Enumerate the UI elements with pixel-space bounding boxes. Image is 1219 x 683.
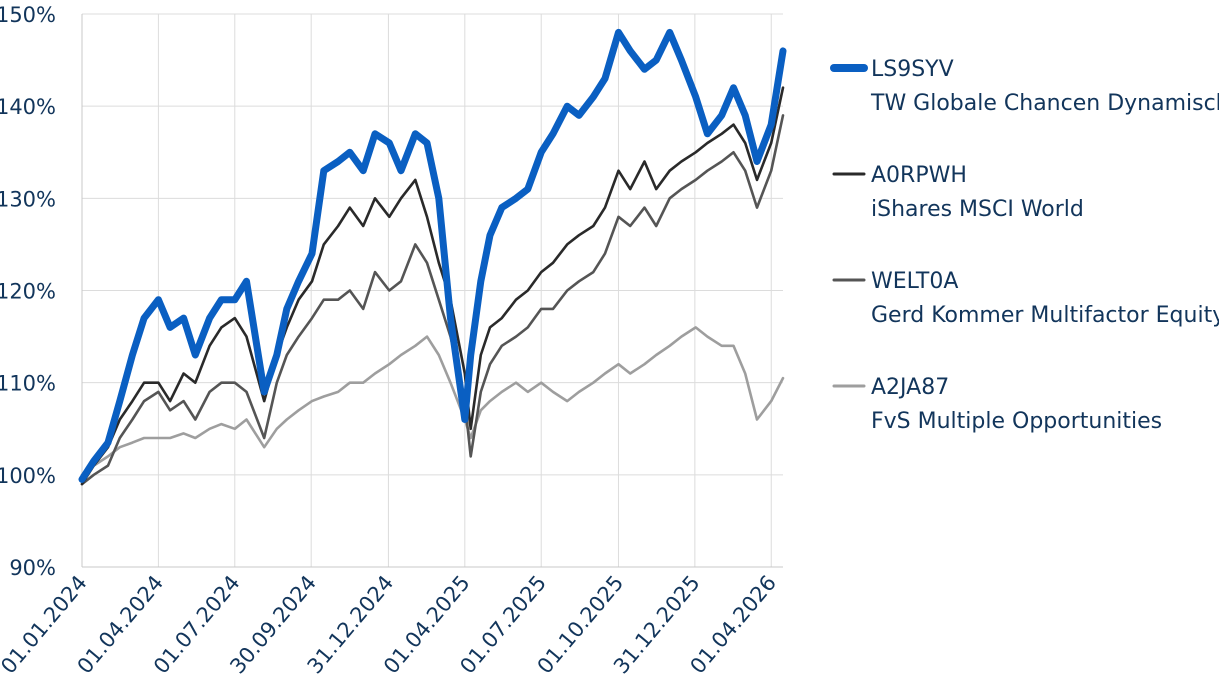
series-line-a0rpwh: [80, 86, 785, 486]
y-tick-label: 120%: [0, 280, 56, 304]
legend-code: A0RPWH: [871, 163, 967, 188]
series-lines: [78, 28, 787, 486]
legend-name: iShares MSCI World: [871, 197, 1084, 222]
series-line-ls9syv: [78, 28, 787, 483]
y-tick-label: 150%: [0, 3, 56, 27]
y-tick-labels: 90% 100% 110% 120% 130% 140% 150%: [0, 3, 56, 580]
y-tick-label: 100%: [0, 464, 56, 488]
series-line-a2ja87: [80, 326, 785, 477]
x-tick-labels: 01.01.202401.04.202401.07.202430.09.2024…: [0, 571, 781, 679]
legend: LS9SYV TW Globale Chancen Dynamisch A0RPWH…: [830, 57, 1219, 434]
y-tick-label: 110%: [0, 372, 56, 396]
legend-name: FvS Multiple Opportunities: [871, 409, 1162, 434]
legend-name: Gerd Kommer Multifactor Equity: [871, 303, 1219, 328]
legend-code: WELT0A: [871, 269, 958, 294]
y-tick-label: 140%: [0, 95, 56, 119]
y-tick-label: 90%: [9, 556, 56, 580]
y-tick-label: 130%: [0, 187, 56, 211]
legend-code: A2JA87: [871, 375, 949, 400]
legend-code: LS9SYV: [871, 57, 954, 82]
legend-name: TW Globale Chancen Dynamisch: [870, 91, 1219, 116]
grid-lines: [81, 13, 783, 568]
series-line-welt0a: [80, 114, 785, 486]
